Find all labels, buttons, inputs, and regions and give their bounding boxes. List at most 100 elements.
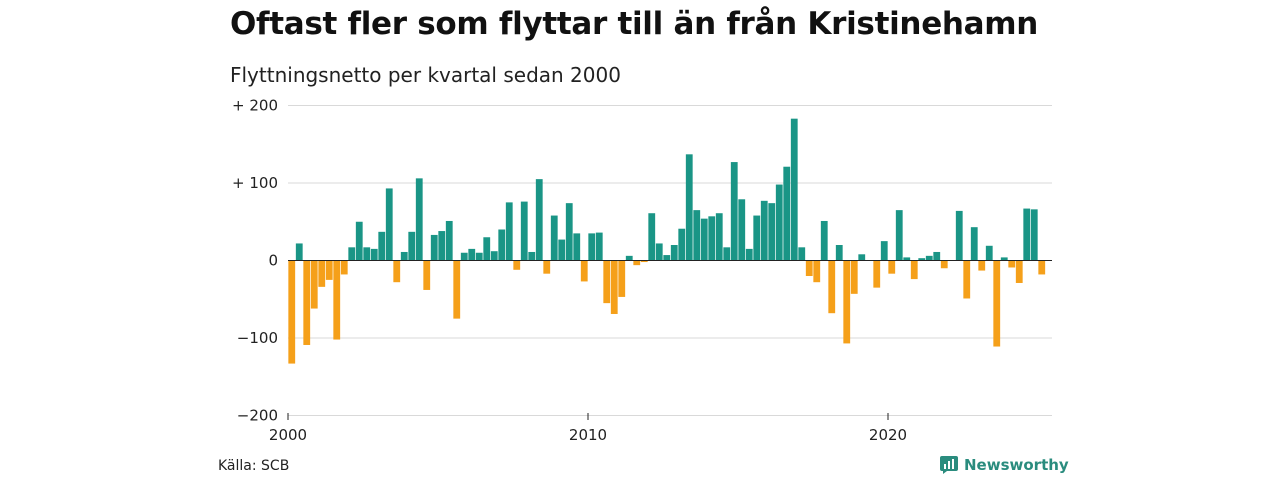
bar (625, 255, 633, 261)
bar (738, 199, 746, 261)
bar (565, 203, 573, 261)
bar (978, 260, 986, 271)
bar (940, 260, 948, 269)
bar (1023, 208, 1031, 261)
bar (820, 220, 828, 261)
bar (730, 162, 738, 261)
bar (918, 258, 926, 261)
bar (640, 260, 648, 263)
bar (753, 215, 761, 261)
bar (573, 233, 581, 261)
bar (610, 260, 618, 314)
gridlines (288, 105, 1052, 416)
bar (655, 243, 663, 261)
bar (850, 260, 858, 294)
bar (858, 254, 866, 261)
bar (378, 231, 386, 261)
bar (1015, 260, 1023, 283)
bar (963, 260, 971, 299)
bar (295, 243, 303, 261)
bar (460, 252, 468, 261)
bar (498, 229, 506, 261)
bar (363, 247, 371, 261)
bar (513, 260, 521, 270)
bar (550, 215, 558, 261)
x-axis: 2000 2010 2020 (269, 260, 1052, 444)
bar (603, 260, 611, 304)
bar (543, 260, 551, 274)
bar (445, 220, 453, 261)
y-tick-label: + 100 (232, 174, 278, 192)
chart-title: Oftast fler som flyttar till än från Kri… (230, 6, 1039, 42)
bar (288, 260, 296, 364)
bar (790, 118, 798, 261)
bar (993, 260, 1001, 347)
bar (468, 248, 476, 261)
newsworthy-logo-icon (940, 456, 958, 474)
y-tick-label: −200 (237, 407, 278, 425)
bar (310, 260, 318, 309)
bar (535, 179, 543, 261)
bar (1038, 260, 1046, 275)
y-axis-labels: + 200 + 100 0 −100 −200 (232, 97, 278, 425)
bar (325, 260, 333, 280)
bar (903, 257, 911, 261)
bar (745, 248, 753, 261)
bar (715, 213, 723, 261)
bar (693, 210, 701, 261)
bar (805, 260, 813, 276)
bar (588, 233, 596, 261)
bar (370, 248, 378, 261)
bar (985, 245, 993, 261)
bar (798, 247, 806, 261)
bar (1030, 209, 1038, 261)
bar (438, 231, 446, 261)
x-tick-label: 2010 (569, 426, 607, 444)
bar (400, 251, 408, 261)
bar (723, 247, 731, 261)
bar (880, 241, 888, 261)
bar (475, 252, 483, 261)
bar (423, 260, 431, 290)
bar (648, 213, 656, 261)
x-tick-label: 2000 (269, 426, 307, 444)
source-note: Källa: SCB (218, 458, 290, 474)
bar (633, 260, 641, 266)
bar (318, 260, 326, 287)
bar (775, 184, 783, 261)
bar (340, 260, 348, 275)
bar (1000, 257, 1008, 261)
bar (408, 231, 416, 261)
bar (670, 245, 678, 261)
bar (925, 255, 933, 261)
bar (393, 260, 401, 283)
y-tick-label: + 200 (232, 97, 278, 115)
bar (700, 218, 708, 261)
bar (685, 154, 693, 261)
bar (385, 188, 393, 261)
bar (888, 260, 896, 274)
bar (970, 227, 978, 261)
bar (910, 260, 918, 280)
brand-logo: Newsworthy (940, 456, 1069, 474)
bar (355, 221, 363, 261)
bar (490, 251, 498, 261)
bar (895, 210, 903, 261)
bar (580, 260, 588, 282)
bar (558, 239, 566, 261)
bar (933, 251, 941, 261)
bar (708, 216, 716, 261)
bar (505, 202, 513, 261)
bar (873, 260, 881, 288)
bar (333, 260, 341, 340)
chart-subtitle: Flyttningsnetto per kvartal sedan 2000 (230, 63, 621, 87)
bar (1008, 260, 1016, 268)
bar (618, 260, 626, 297)
bar (678, 228, 686, 261)
bar (955, 210, 963, 261)
bars (288, 118, 1046, 364)
bar (520, 201, 528, 261)
bar (813, 260, 821, 283)
brand-name: Newsworthy (964, 456, 1069, 474)
bar (528, 251, 536, 261)
